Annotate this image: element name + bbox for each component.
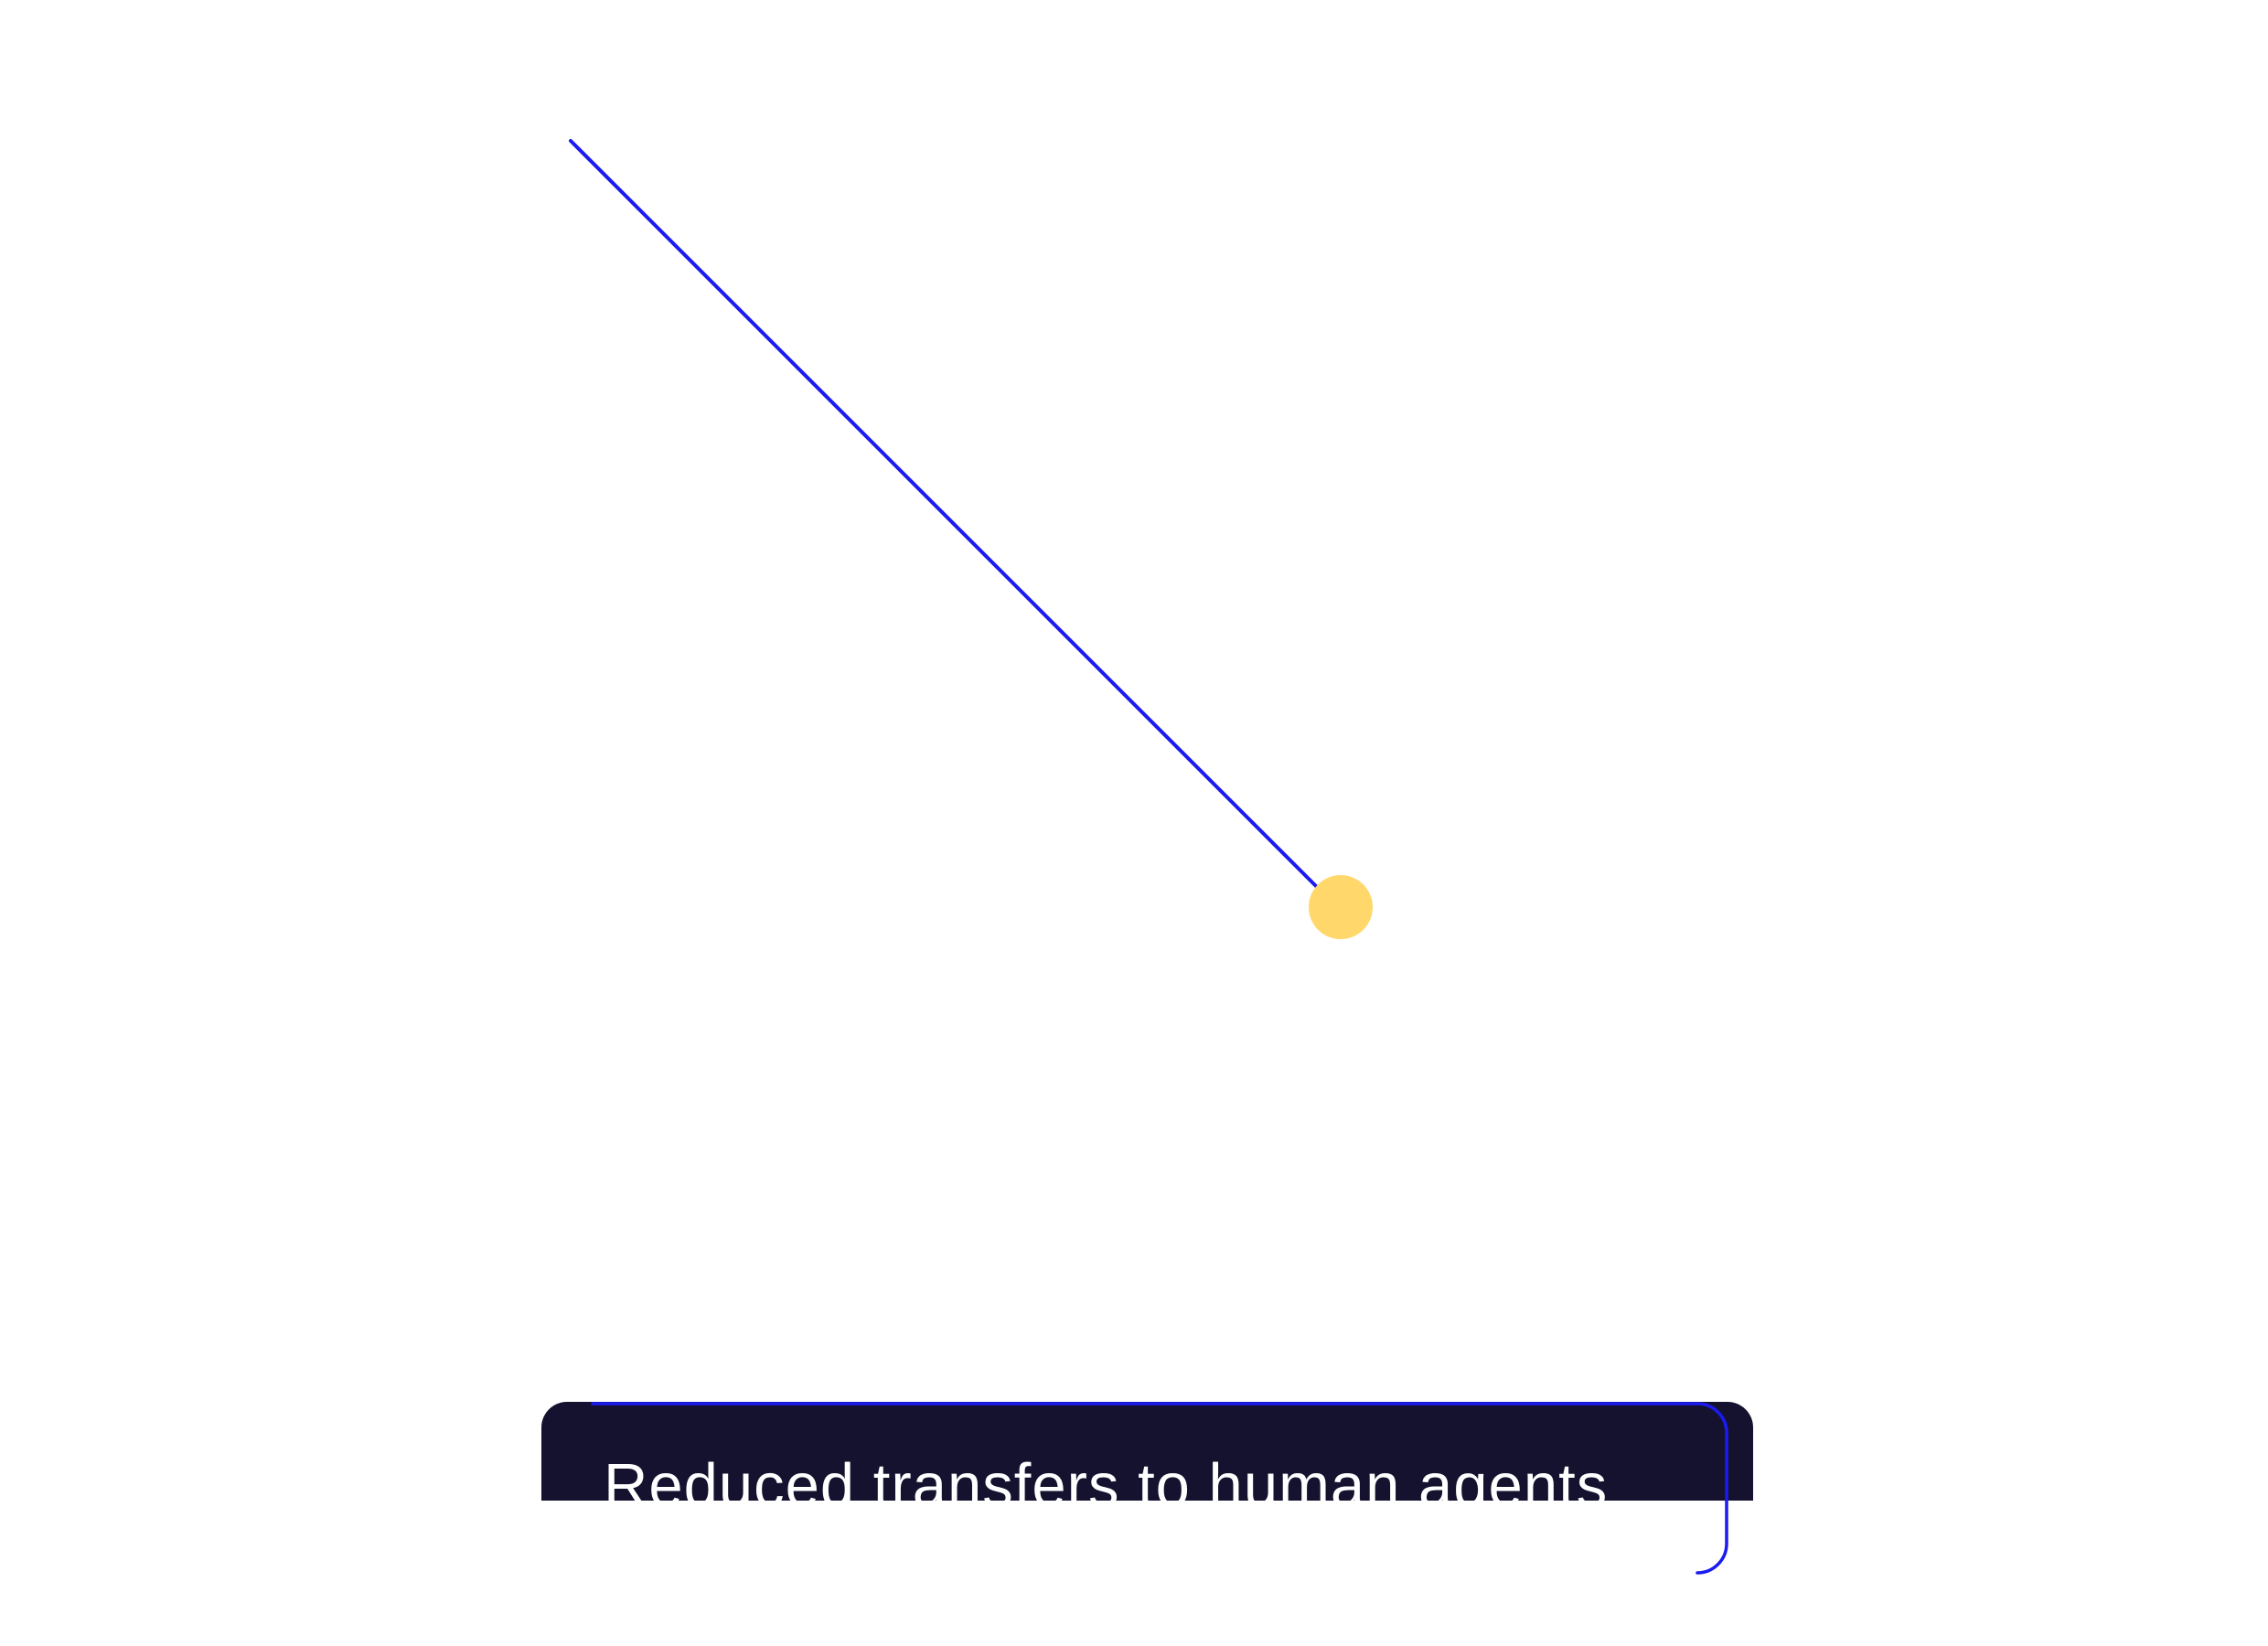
- corner-bracket-outline: [591, 1402, 1728, 1575]
- label-card: Reduced transfers to human agents: [541, 1402, 1753, 1501]
- connector-line: [569, 139, 1319, 889]
- label-text: Reduced transfers to human agents: [604, 1451, 1609, 1501]
- yellow-dot-icon: [1309, 875, 1373, 939]
